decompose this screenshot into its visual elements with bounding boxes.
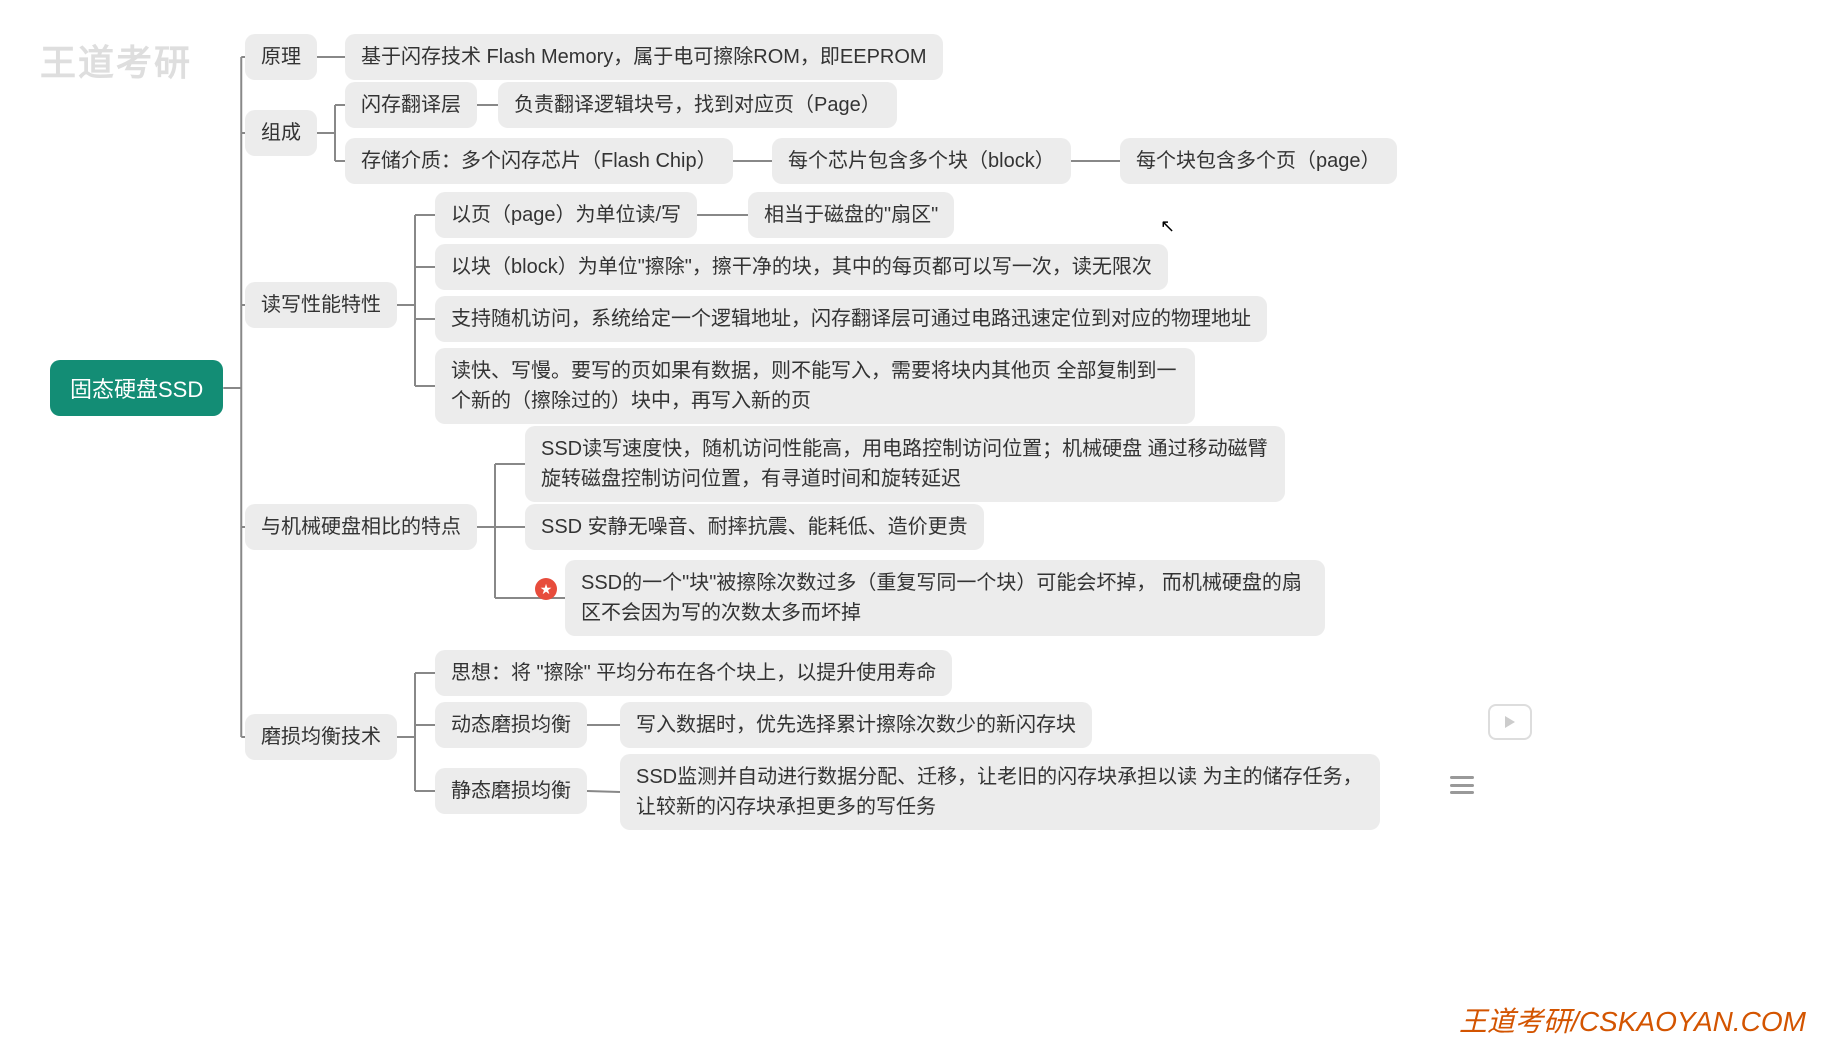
branch-principle: 原理 bbox=[245, 34, 317, 80]
node-compare-quiet: SSD 安静无噪音、耐摔抗震、能耗低、造价更贵 bbox=[525, 504, 984, 550]
cursor-icon: ↖ bbox=[1160, 216, 1175, 237]
play-icon bbox=[1488, 704, 1532, 740]
node-compare-wear: SSD的一个"块"被擦除次数过多（重复写同一个块）可能会坏掉， 而机械硬盘的扇区… bbox=[565, 560, 1325, 636]
node-wear-idea: 思想：将 "擦除" 平均分布在各个块上，以提升使用寿命 bbox=[435, 650, 952, 696]
node-rw-sector: 相当于磁盘的"扇区" bbox=[748, 192, 954, 238]
mindmap-container: 固态硬盘SSD 原理 组成 读写性能特性 与机械硬盘相比的特点 磨损均衡技术 基… bbox=[20, 20, 1836, 880]
branch-wear: 磨损均衡技术 bbox=[245, 714, 397, 760]
node-comp-translation: 闪存翻译层 bbox=[345, 82, 477, 128]
node-compare-speed: SSD读写速度快，随机访问性能高，用电路控制访问位置；机械硬盘 通过移动磁臂旋转… bbox=[525, 426, 1285, 502]
node-rw-block: 以块（block）为单位"擦除"，擦干净的块，其中的每页都可以写一次，读无限次 bbox=[435, 244, 1168, 290]
watermark-bottom: 王道考研/CSKAOYAN.COM bbox=[1459, 1000, 1806, 1040]
watermark-top: 王道考研 bbox=[40, 34, 192, 86]
branch-composition: 组成 bbox=[245, 110, 317, 156]
node-comp-storage: 存储介质：多个闪存芯片（Flash Chip） bbox=[345, 138, 733, 184]
node-rw-page: 以页（page）为单位读/写 bbox=[435, 192, 697, 238]
node-comp-block: 每个芯片包含多个块（block） bbox=[772, 138, 1071, 184]
branch-compare: 与机械硬盘相比的特点 bbox=[245, 504, 477, 550]
node-wear-dynamic-desc: 写入数据时，优先选择累计擦除次数少的新闪存块 bbox=[620, 702, 1092, 748]
node-wear-static-desc: SSD监测并自动进行数据分配、迁移，让老旧的闪存块承担以读 为主的储存任务，让较… bbox=[620, 754, 1380, 830]
branch-rw: 读写性能特性 bbox=[245, 282, 397, 328]
hamburger-icon bbox=[1450, 776, 1474, 794]
node-principle-1: 基于闪存技术 Flash Memory，属于电可擦除ROM，即EEPROM bbox=[345, 34, 943, 80]
node-wear-static: 静态磨损均衡 bbox=[435, 768, 587, 814]
node-rw-random: 支持随机访问，系统给定一个逻辑地址，闪存翻译层可通过电路迅速定位到对应的物理地址 bbox=[435, 296, 1267, 342]
node-comp-translation-desc: 负责翻译逻辑块号，找到对应页（Page） bbox=[498, 82, 897, 128]
star-icon: ★ bbox=[535, 578, 557, 600]
root-node: 固态硬盘SSD bbox=[50, 360, 223, 416]
node-comp-page: 每个块包含多个页（page） bbox=[1120, 138, 1397, 184]
node-rw-readwrite: 读快、写慢。要写的页如果有数据，则不能写入，需要将块内其他页 全部复制到一个新的… bbox=[435, 348, 1195, 424]
node-wear-dynamic: 动态磨损均衡 bbox=[435, 702, 587, 748]
